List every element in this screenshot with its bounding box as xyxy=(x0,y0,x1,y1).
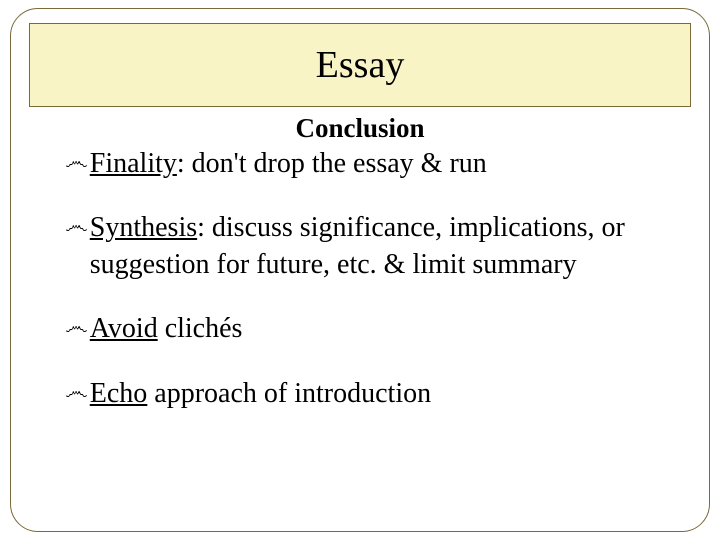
content-area: ෴ Finality: don't drop the essay & run ෴… xyxy=(29,146,691,412)
bullet-text: Finality: don't drop the essay & run xyxy=(90,146,655,182)
bullet-text: Synthesis: discuss significance, implica… xyxy=(90,210,655,283)
bullet-lead: Finality xyxy=(90,148,177,179)
bullet-rest: approach of introduction xyxy=(147,378,431,409)
list-item: ෴ Synthesis: discuss significance, impli… xyxy=(65,210,655,283)
bullet-icon: ෴ xyxy=(65,311,88,345)
bullet-icon: ෴ xyxy=(65,376,88,410)
list-item: ෴ Avoid clichés xyxy=(65,311,655,347)
list-item: ෴ Finality: don't drop the essay & run xyxy=(65,146,655,182)
bullet-lead: Echo xyxy=(90,378,148,409)
slide-frame: Essay Conclusion ෴ Finality: don't drop … xyxy=(10,8,710,532)
bullet-text: Echo approach of introduction xyxy=(90,376,655,412)
bullet-lead: Synthesis xyxy=(90,212,197,243)
bullet-text: Avoid clichés xyxy=(90,311,655,347)
bullet-icon: ෴ xyxy=(65,146,88,180)
title-bar: Essay xyxy=(29,23,691,107)
bullet-rest: : don't drop the essay & run xyxy=(177,148,487,179)
bullet-lead: Avoid xyxy=(90,313,158,344)
slide-title: Essay xyxy=(316,43,405,87)
slide-subtitle: Conclusion xyxy=(29,113,691,144)
list-item: ෴ Echo approach of introduction xyxy=(65,376,655,412)
bullet-icon: ෴ xyxy=(65,210,88,244)
bullet-rest: clichés xyxy=(158,313,243,344)
